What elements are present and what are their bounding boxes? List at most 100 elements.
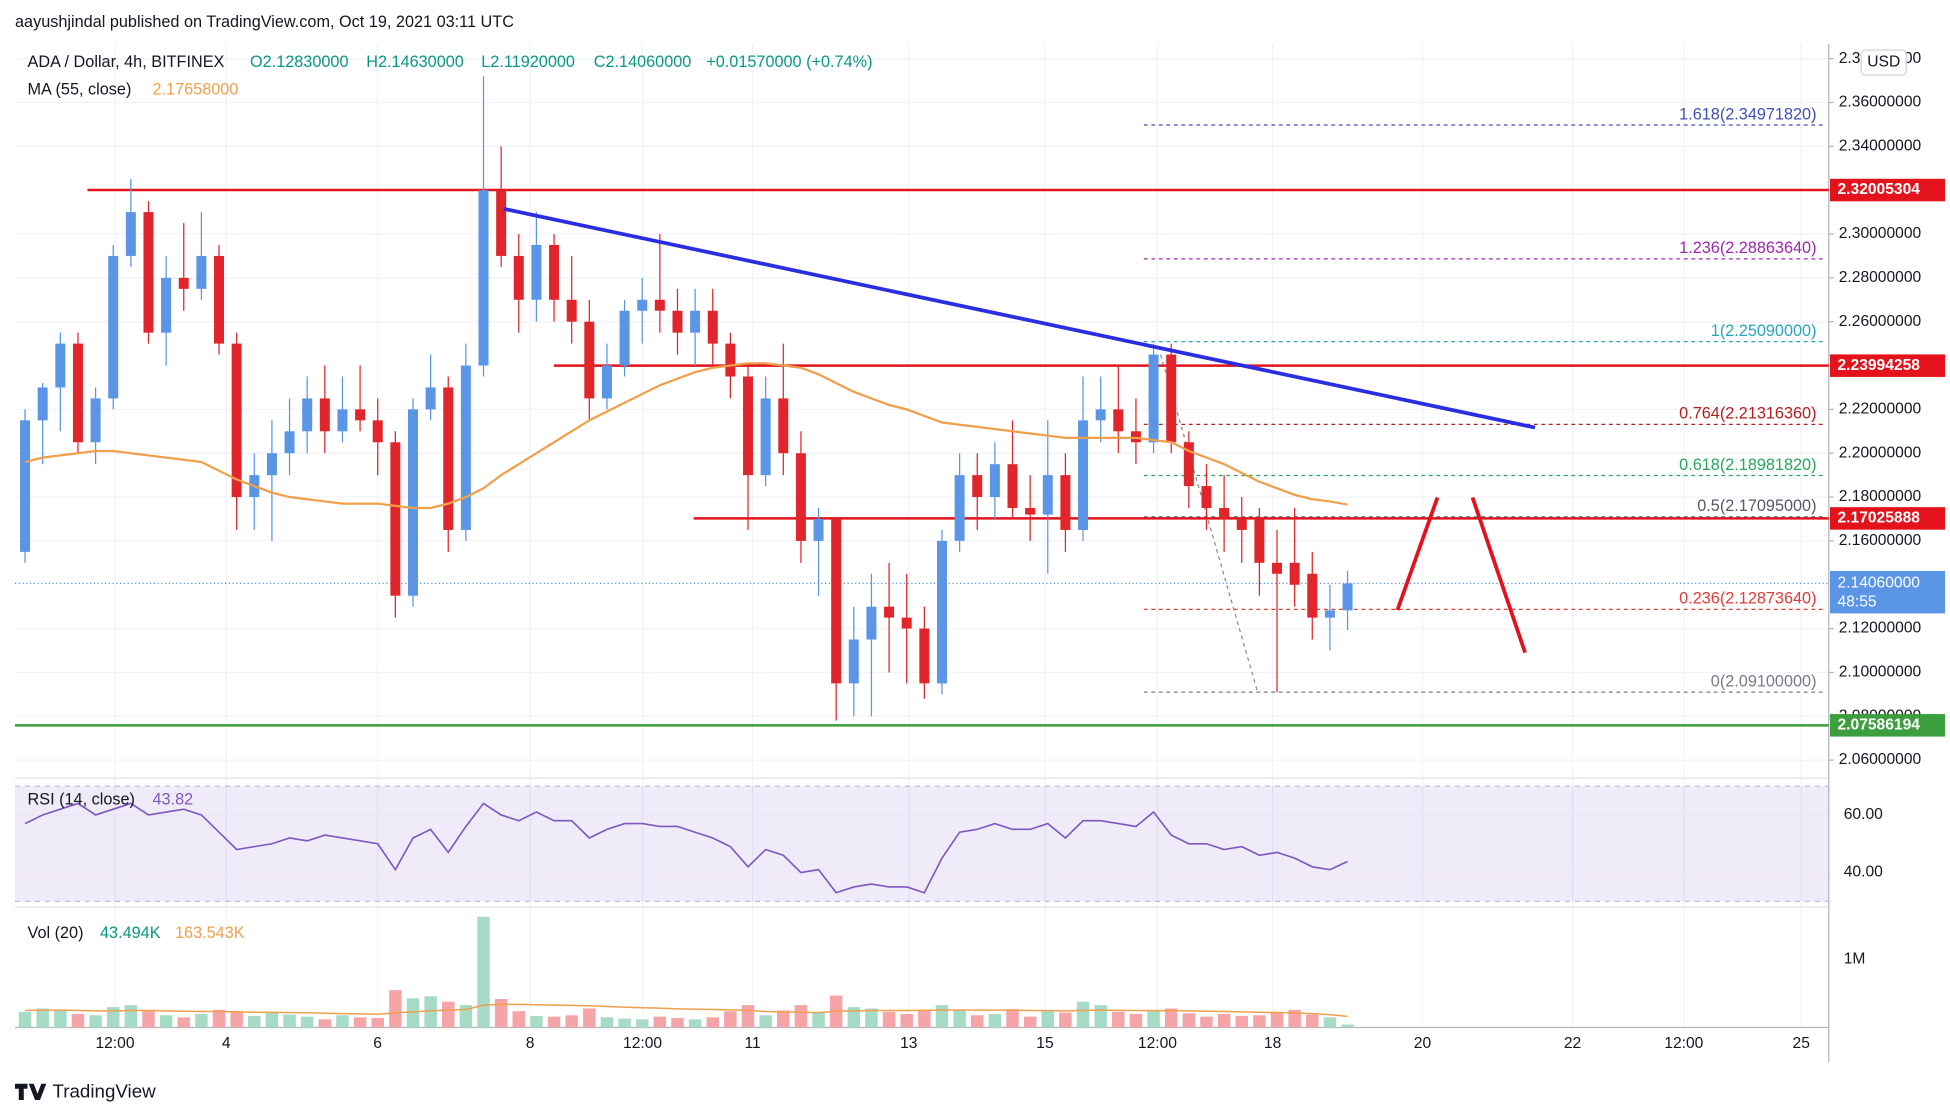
volume-bar [1182, 1013, 1196, 1028]
volume-bar [459, 1005, 473, 1028]
candle-body [1095, 409, 1106, 421]
legend-high: H2.14630000 [366, 53, 464, 71]
legend-open: O2.12830000 [250, 53, 348, 71]
volume-bar [1094, 1005, 1107, 1028]
legend-low: L2.11920000 [481, 53, 575, 71]
candle-body [707, 310, 718, 344]
volume-bar [142, 1011, 155, 1028]
ma-legend-name: MA (55, close) [28, 80, 132, 98]
volume-bar [1006, 1009, 1019, 1028]
volume-bar [935, 1005, 949, 1028]
candle-body [372, 420, 383, 443]
candle-body [795, 453, 806, 541]
x-tick-label: 15 [1036, 1035, 1054, 1052]
legend-close: C2.14060000 [594, 53, 692, 71]
candle-body [125, 212, 136, 256]
legend-change: +0.01570000 (+0.74%) [706, 53, 872, 71]
candle-body [936, 540, 947, 684]
candle-body [778, 398, 789, 454]
volume-ma-line [25, 1003, 1348, 1018]
volume-bar [777, 1010, 790, 1028]
volume-bar [1200, 1016, 1213, 1028]
y-tick-label: 2.06000000 [1839, 751, 1922, 768]
x-tick-label: 12:00 [1664, 1035, 1703, 1052]
volume-bar [318, 1019, 332, 1028]
volume-bar [1306, 1014, 1319, 1028]
volume-tick-label: 1M [1844, 951, 1866, 968]
ma-legend-value: 2.17658000 [153, 80, 239, 98]
volume-bar [688, 1019, 702, 1028]
ma-line [24, 362, 1348, 510]
volume-bar [565, 1015, 578, 1028]
candle-body [1324, 610, 1335, 618]
fib-diagonal [1160, 354, 1259, 693]
last-price-badge [1830, 570, 1945, 614]
y-tick-label: 2.26000000 [1839, 313, 1922, 330]
x-tick-label: 25 [1793, 1035, 1811, 1052]
candle-body [866, 606, 877, 640]
candle-body [1272, 562, 1283, 574]
candle-body [1007, 464, 1018, 509]
candle-body [1342, 583, 1353, 611]
y-tick-label: 2.12000000 [1839, 620, 1922, 637]
volume-bar [882, 1011, 896, 1028]
y-tick-label: 2.28000000 [1839, 269, 1922, 286]
candle-body [496, 190, 507, 256]
volume-bar [583, 1008, 596, 1028]
volume-bar [653, 1016, 667, 1028]
level-badge [1830, 354, 1945, 377]
candle-body [901, 617, 912, 629]
candle-body [214, 255, 225, 344]
candle-body [884, 606, 895, 618]
x-tick-label: 12:00 [1138, 1035, 1177, 1052]
volume-bar [724, 1011, 737, 1028]
y-tick-label: 2.30000000 [1839, 225, 1922, 242]
x-tick-label: 18 [1264, 1035, 1281, 1052]
volume-bar [671, 1017, 684, 1028]
candle-body [972, 475, 983, 498]
candle-body [743, 376, 754, 476]
candle-body [1078, 420, 1089, 530]
level-badge-label: 2.23994258 [1838, 357, 1921, 374]
fib-label: 0.764(2.21316360) [1679, 405, 1816, 423]
volume-bar [283, 1014, 296, 1028]
volume-bar [406, 998, 420, 1028]
candle-body [1060, 475, 1071, 530]
level-badge-label: 2.07586194 [1838, 716, 1921, 733]
candle-body [1307, 573, 1318, 618]
legend-symbol: ADA / Dollar, 4h, BITFINEX [28, 53, 225, 71]
candle-body [20, 420, 31, 552]
y-tick-label: 2.16000000 [1839, 532, 1922, 549]
volume-bar [741, 1005, 755, 1028]
currency-badge [1860, 49, 1907, 76]
brand-logo [15, 1083, 47, 1100]
volume-bar [970, 1015, 984, 1028]
rsi-tick-label: 60.00 [1844, 806, 1883, 823]
volume-bar [177, 1017, 190, 1028]
volume-bar [1341, 1024, 1354, 1028]
brand-name: TradingView [53, 1080, 157, 1101]
candle-body [760, 398, 771, 476]
volume-bar [248, 1015, 261, 1028]
y-tick-label: 2.34000000 [1839, 137, 1922, 154]
volume-bar [36, 1008, 49, 1028]
candle-body [1254, 518, 1265, 563]
candle-body [90, 398, 101, 443]
volume-bar [1041, 1011, 1055, 1028]
published-note: aayushjindal published on TradingView.co… [15, 13, 514, 31]
y-tick-label: 2.20000000 [1839, 444, 1922, 461]
volume-bar [265, 1011, 279, 1028]
volume-ma-legend-value: 163.543K [175, 924, 245, 942]
y-tick-label: 2.36000000 [1839, 94, 1922, 111]
volume-bar [812, 1012, 825, 1028]
x-tick-label: 12:00 [95, 1035, 134, 1052]
volume-bar [212, 1009, 226, 1028]
fib-label: 0.5(2.17095000) [1697, 497, 1816, 515]
candle-body [1148, 354, 1159, 443]
candle-body [1201, 486, 1212, 509]
candle-body [672, 310, 683, 333]
volume-bar [618, 1018, 631, 1028]
projection-line [1470, 496, 1527, 654]
candle-body [196, 255, 207, 289]
projection-line [1395, 496, 1440, 611]
